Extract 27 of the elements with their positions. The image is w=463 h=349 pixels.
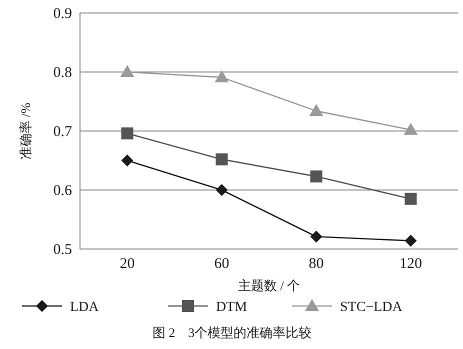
y-tick-label: 0.9 xyxy=(53,6,72,22)
x-tick-label: 20 xyxy=(120,256,135,272)
point xyxy=(309,104,324,116)
x-axis-title: 主题数 / 个 xyxy=(238,278,300,293)
x-tick-label: 120 xyxy=(400,256,422,272)
point xyxy=(120,65,134,77)
legend-label: LDA xyxy=(70,300,100,315)
point xyxy=(310,170,322,182)
point xyxy=(216,184,228,196)
x-tick-label: 60 xyxy=(214,256,230,272)
point xyxy=(404,192,417,205)
y-tick-label: 0.7 xyxy=(53,124,72,140)
point xyxy=(214,70,229,82)
legend-label: STC−LDA xyxy=(340,300,404,315)
y-axis-title: 准确率 /% xyxy=(18,102,33,160)
y-tick-label: 0.8 xyxy=(53,65,72,81)
x-tick-label: 80 xyxy=(308,256,324,272)
y-tick-label: 0.6 xyxy=(53,183,72,199)
point xyxy=(216,153,228,166)
point xyxy=(121,154,134,166)
caption: 图 2 3个模型的准确率比较 xyxy=(152,325,312,340)
point xyxy=(121,127,134,140)
y-tick-label: 0.5 xyxy=(53,242,72,258)
legend-label: DTM xyxy=(216,300,248,315)
point xyxy=(310,230,322,243)
point xyxy=(404,122,418,135)
point xyxy=(404,234,417,247)
